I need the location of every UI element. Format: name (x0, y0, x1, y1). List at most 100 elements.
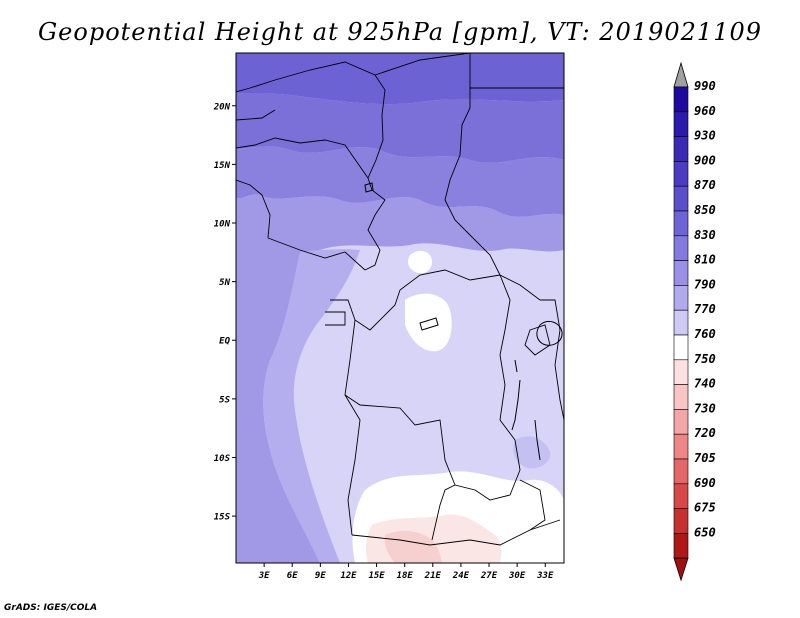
border-segment (519, 479, 546, 531)
field-west-atlantic (236, 252, 320, 563)
field-central-patch-2 (407, 250, 433, 274)
colorbar-swatch (673, 235, 689, 261)
lat-tick-label: 20N (213, 102, 231, 112)
colorbar-swatch (673, 86, 689, 113)
colorbar-swatch (673, 508, 689, 534)
colorbar-swatch (673, 111, 689, 137)
colorbar-swatch (673, 161, 689, 187)
lat-tick-label: EQ (219, 337, 230, 347)
lake-malawi-outline (534, 419, 541, 461)
field-band-sahel (236, 146, 564, 217)
field-band-west-africa (236, 194, 564, 262)
colorbar-swatch (673, 359, 689, 385)
colorbar-swatch (673, 384, 689, 410)
border-segment (236, 61, 386, 271)
lake-central-outline (419, 317, 439, 331)
lake-tanganyika-outline (511, 379, 521, 431)
border-segment (236, 109, 276, 121)
colorbar-swatch (673, 533, 689, 559)
longitude-axis: 3E 6E 9E 12E 15E 18E 21E 24E 27E 30E 33E (258, 563, 554, 581)
lon-tick-label: 12E (340, 571, 357, 581)
lon-tick-label: 33E (536, 571, 554, 581)
colorbar-swatch (673, 136, 689, 162)
colorbar-level-label: 760 (694, 327, 716, 341)
lon-tick-label: 15E (368, 571, 385, 581)
lon-tick-label: 24E (452, 571, 470, 581)
border-segment (267, 237, 366, 271)
field-central-patch-1 (405, 293, 452, 352)
border-segment (344, 319, 521, 501)
colorbar-level-label: 690 (694, 476, 716, 490)
colorbar-level-label: 790 (694, 277, 716, 291)
colorbar-bottom-arrow (673, 557, 689, 582)
border-segment (499, 274, 516, 441)
border-segment (444, 53, 541, 301)
colorbar-level-label: 990 (694, 79, 716, 93)
lon-tick-label: 18E (397, 571, 414, 581)
lat-tick-label: 10S (214, 454, 231, 464)
border-segment (374, 53, 471, 76)
colorbar-swatch (673, 210, 689, 237)
lat-tick-label: 5S (219, 395, 230, 405)
colorbar-level-label: 720 (694, 426, 716, 440)
map-frame (235, 52, 565, 564)
field-south-lowest (384, 530, 442, 563)
colorbar-swatch (673, 334, 689, 361)
colorbar-top-arrow (673, 61, 689, 88)
colorbar-level-label: 810 (694, 253, 716, 267)
colorbar-level-label: 730 (694, 401, 716, 415)
colorbar-swatch (673, 260, 689, 286)
border-segment (325, 311, 346, 326)
border-segment (524, 324, 551, 356)
colorbar-swatch (673, 185, 689, 212)
colorbar-level-label: 740 (694, 377, 716, 391)
colorbar-level-label: 770 (694, 302, 716, 316)
colorbar-level-label: 750 (694, 352, 716, 366)
lake-victoria-outline (536, 321, 563, 346)
border-segment (344, 394, 361, 536)
lon-tick-label: 30E (508, 571, 526, 581)
border-segment (540, 299, 564, 421)
colorbar-swatch (673, 409, 689, 435)
latitude-axis: 20N 15N 10N 5N EQ 5S 10S 15S (213, 102, 236, 523)
border-segment (236, 179, 271, 239)
lon-tick-label: 6E (287, 571, 298, 581)
colorbar-swatch (673, 433, 689, 460)
lon-tick-label: 21E (424, 571, 442, 581)
colorbar-level-label: 850 (694, 203, 716, 217)
colorbar-level-label: 830 (694, 228, 716, 242)
map-title: Geopotential Height at 925hPa [gpm], VT:… (38, 18, 762, 46)
lat-tick-label: 10N (214, 220, 231, 230)
field-band-sahara (236, 92, 564, 163)
border-segment (330, 269, 501, 331)
lon-tick-label: 3E (258, 571, 270, 581)
colorbar-level-label: 930 (694, 129, 716, 143)
colorbar-group: 990 960 930 900 870 850 830 810 790 770 760 750 740 7… (673, 61, 716, 582)
geopotential-field (236, 53, 564, 563)
lat-tick-label: 15S (214, 513, 231, 523)
lakes (364, 182, 563, 461)
lake-kivu-outline (514, 359, 518, 373)
colorbar-swatch (673, 309, 689, 336)
lat-tick-label: 15N (214, 161, 231, 171)
colorbar-level-label: 650 (694, 525, 716, 539)
lon-tick-label: 27E (480, 571, 498, 581)
lon-tick-label: 9E (315, 571, 326, 581)
field-band-north (236, 53, 564, 105)
border-segment (431, 484, 456, 541)
country-borders (236, 53, 564, 546)
colorbar-swatch (673, 483, 689, 509)
border-segment (236, 137, 369, 179)
grads-credit: GrADS: IGES/COLA (4, 603, 98, 613)
colorbar-level-label: 960 (694, 104, 716, 118)
colorbar-level-label: 870 (694, 178, 716, 192)
lake-chad-outline (364, 182, 374, 193)
colorbar-level-label: 900 (694, 153, 716, 167)
field-east-patch (513, 436, 551, 469)
lat-tick-label: 5N (219, 278, 230, 288)
field-west-atlantic-inner (263, 249, 360, 563)
colorbar-level-label: 705 (694, 451, 716, 465)
colorbar-level-label: 675 (694, 501, 716, 515)
